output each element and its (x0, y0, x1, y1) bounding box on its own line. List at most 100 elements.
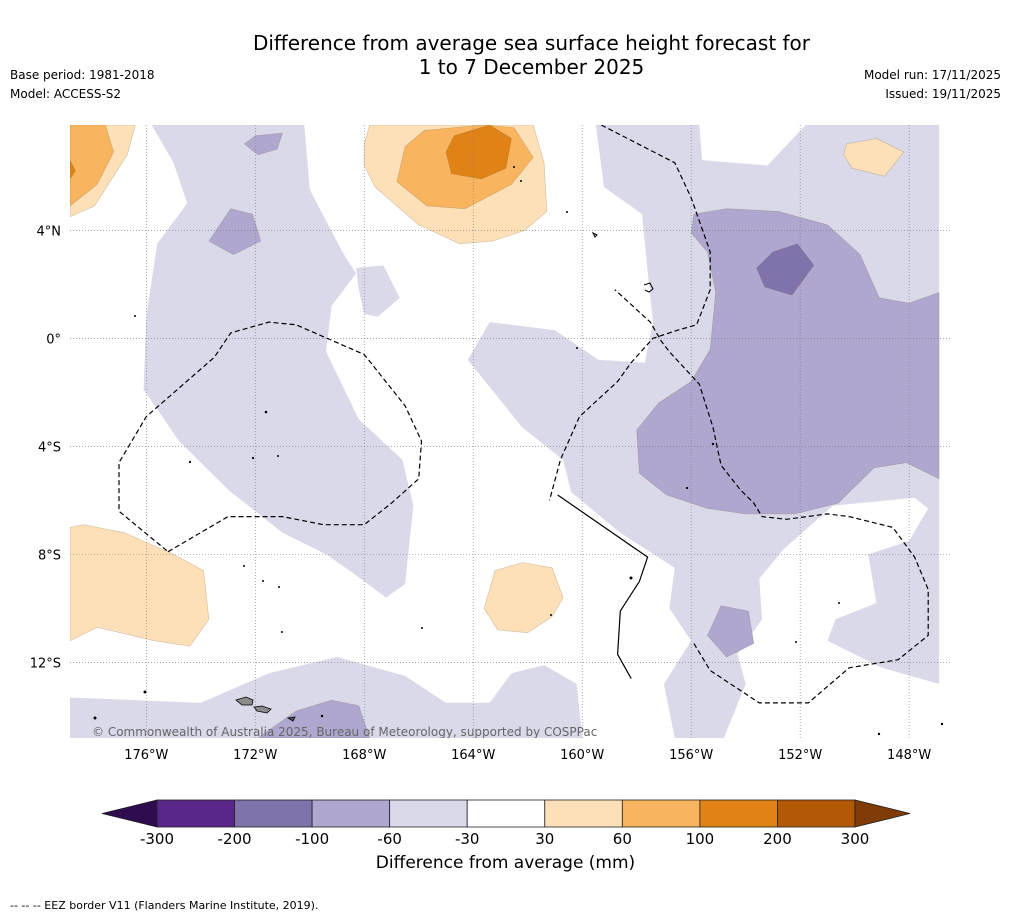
island-dot (188, 460, 192, 464)
colorbar-segment (466, 799, 546, 828)
contour-region-south-neg-60-100 (257, 699, 371, 738)
contour-region-west-neg-30-60 (143, 125, 414, 598)
chart-title: Difference from average sea surface heig… (0, 31, 1011, 79)
copyright-notice: © Commonwealth of Australia 2025, Bureau… (92, 725, 597, 739)
island-dot (566, 211, 568, 213)
island-dot (685, 486, 689, 490)
island-dot (251, 456, 255, 460)
metadata-left: Base period: 1981-2018 Model: ACCESS-S2 (10, 66, 155, 104)
contour-region-mid-pos-30-60 (483, 562, 564, 634)
island-dot (277, 455, 279, 457)
island-dot (877, 732, 881, 736)
island-dot (93, 716, 97, 720)
colorbar-tick-label: 100 (686, 830, 715, 848)
island-dot (838, 602, 840, 604)
island-dot (520, 180, 522, 182)
model-run: Model run: 17/11/2025 (863, 68, 1001, 82)
colorbar-segment (156, 799, 235, 828)
x-tick-label: 176°W (124, 748, 168, 763)
island-dot (243, 565, 245, 567)
colorbar-segment (777, 799, 856, 828)
island-dot (143, 690, 147, 694)
island-dot (550, 614, 552, 616)
island-savaii (235, 696, 254, 706)
island-dot (513, 166, 515, 168)
title-line-1: Difference from average sea surface heig… (252, 31, 811, 55)
island-tutuila (286, 716, 296, 722)
island-dot (940, 722, 944, 726)
colorbar-tick-label: -300 (140, 830, 174, 848)
island-dot (281, 631, 283, 633)
issued-date: Issued: 19/11/2025 (885, 87, 1001, 101)
colorbar-tick-label: 200 (763, 830, 792, 848)
model-name: Model: ACCESS-S2 (10, 87, 122, 101)
contour-region-small-neg-30-60 (356, 265, 400, 317)
island-tabuaeran (591, 231, 598, 238)
contour-region-east-neg-60-100 (636, 208, 940, 515)
y-tick-label: 8°S (38, 548, 61, 563)
contour-region-core-neg-100-200 (756, 243, 815, 296)
metadata-right: Model run: 17/11/2025 Issued: 19/11/2025 (864, 66, 1001, 104)
contour-region-south-neg-30-60 (70, 657, 583, 738)
x-tick-label: 164°W (451, 748, 495, 763)
contour-region-small-neg-60-100-c (707, 605, 755, 658)
x-tick-label: 160°W (560, 748, 604, 763)
x-tick-label: 152°W (778, 748, 822, 763)
gridlines (70, 125, 950, 738)
contour-region-sw-pos-30-60 (70, 524, 210, 647)
contour-region-nw-pos-60-100 (70, 125, 114, 207)
colorbar-tick-label: 30 (535, 830, 554, 848)
y-tick-label: 4°S (38, 440, 61, 455)
y-tick-label: 4°N (37, 224, 62, 239)
island-dot (795, 641, 797, 643)
island-dot (711, 442, 715, 446)
contour-regions (70, 125, 940, 738)
contour-region-ne-pos-30-60 (843, 138, 905, 177)
contour-region-small-neg-60-100-b (243, 132, 283, 156)
colorbar-extend-low (101, 799, 158, 828)
colorbar-segment (699, 799, 778, 828)
colorbar: -300 -200 -100 -60 -30 30 60 100 200 300 (101, 799, 911, 848)
islands (93, 166, 944, 736)
contour-region-small-neg-60-100-a (208, 208, 262, 255)
island-dot (134, 315, 136, 317)
colorbar-extend-high (854, 799, 911, 828)
contour-region-north-pos-100-200 (445, 125, 512, 180)
colorbar-segment (621, 799, 701, 828)
island-dot (629, 576, 633, 580)
y-tick-label: 0° (46, 332, 61, 347)
colorbar-tick-label: -100 (295, 830, 329, 848)
island-dot (421, 627, 423, 629)
colorbar-segment (389, 799, 468, 828)
colorbar-label: Difference from average (mm) (375, 853, 636, 873)
colorbar-tick-label: -30 (455, 830, 480, 848)
eez-borders (118, 125, 929, 704)
x-tick-label: 156°W (669, 748, 713, 763)
island-dot (278, 586, 280, 588)
x-tick-label: 172°W (233, 748, 277, 763)
colorbar-tick-label: -200 (218, 830, 252, 848)
colorbar-segment (234, 799, 313, 828)
eez-footnote: -- -- -- EEZ border V11 (Flanders Marine… (10, 899, 319, 912)
eez-border-kiribati-line-south (557, 494, 649, 679)
contour-region-nw-pos-100-200 (70, 159, 76, 180)
island-dot (264, 410, 268, 414)
y-tick-label: 12°S (30, 656, 61, 671)
island-upolu (253, 705, 272, 714)
eez-border-french-polynesia (614, 289, 929, 704)
colorbar-tick-label: 60 (613, 830, 632, 848)
x-tick-label: 168°W (342, 748, 386, 763)
x-tick-label: 148°W (887, 748, 931, 763)
colorbar-tick-label: -60 (377, 830, 402, 848)
colorbar-segment (311, 799, 391, 828)
eez-border-kiribati-line-islands (548, 125, 711, 501)
island-kiritimati (643, 282, 654, 293)
colorbar-tick-label: 300 (841, 830, 870, 848)
base-period: Base period: 1981-2018 (10, 68, 155, 82)
title-line-2: 1 to 7 December 2025 (418, 55, 645, 79)
island-dot (262, 580, 264, 582)
eez-border-kiribati-gilbert-phoenix (118, 321, 423, 553)
colorbar-segment (544, 799, 623, 828)
axis-labels: 176°W 172°W 168°W 164°W 160°W 156°W 152°W 148°W… (30, 224, 932, 763)
